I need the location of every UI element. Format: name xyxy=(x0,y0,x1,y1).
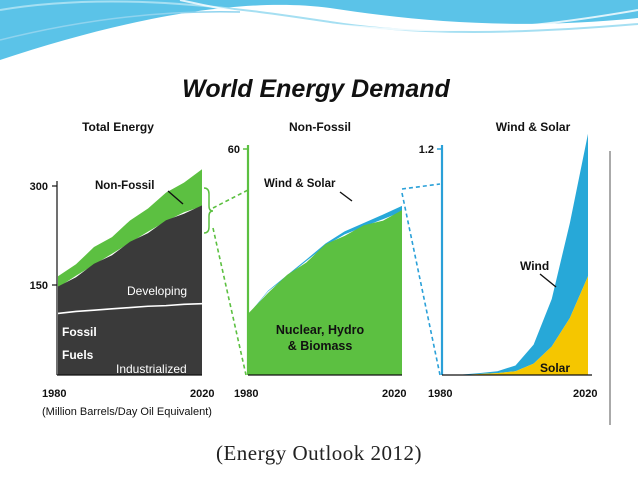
label-biomass: & Biomass xyxy=(288,339,353,353)
connector-top-2 xyxy=(401,183,441,190)
panel-title-non-fossil: Non-Fossil xyxy=(289,120,351,134)
source-caption: (Energy Outlook 2012) xyxy=(215,441,423,465)
connector-bottom-1 xyxy=(212,227,247,376)
label-nuclear-hydro: Nuclear, Hydro xyxy=(276,323,365,337)
label-fuels: Fuels xyxy=(62,348,94,362)
ytick-1-2: 1.2 xyxy=(419,144,434,156)
xtick-1980-non-fossil: 1980 xyxy=(234,388,258,400)
ytick-60: 60 xyxy=(228,144,240,156)
panel-title-wind-solar: Wind & Solar xyxy=(496,120,571,134)
area-wind-solar xyxy=(249,205,402,315)
panel-title-total-energy: Total Energy xyxy=(82,120,154,134)
xtick-2020-total: 2020 xyxy=(190,388,214,400)
pointer-wind xyxy=(539,273,557,288)
label-developing: Developing xyxy=(127,284,187,298)
ytick-150: 150 xyxy=(30,280,48,292)
bracket-non-fossil xyxy=(203,187,214,234)
slide-banner xyxy=(0,0,638,60)
pointer-wind-solar xyxy=(339,191,353,202)
pointer-non-fossil xyxy=(167,190,184,205)
label-industrialized: Industrialized xyxy=(116,362,187,376)
area-nuclear-hydro-biomass xyxy=(249,210,402,375)
area-fossil-fuels xyxy=(58,205,202,375)
ytick-300: 300 xyxy=(30,181,48,193)
xtick-1980-total: 1980 xyxy=(42,388,66,400)
panel-wind-solar: 1.2 1980 2020 Wind Solar xyxy=(419,133,597,400)
connector-top-1 xyxy=(212,189,249,209)
xtick-1980-wind-solar: 1980 xyxy=(428,388,452,400)
label-non-fossil: Non-Fossil xyxy=(95,180,154,192)
area-non-fossil xyxy=(58,169,202,288)
line-developing-industrialized-divider xyxy=(57,302,203,315)
label-wind-solar: Wind & Solar xyxy=(264,178,336,190)
connector-bottom-2 xyxy=(401,192,441,376)
area-wind xyxy=(443,133,588,375)
label-wind: Wind xyxy=(520,259,549,273)
label-fossil: Fossil xyxy=(62,325,97,339)
world-energy-demand-figure: World Energy Demand Total Energy Non-Fos… xyxy=(20,63,612,425)
panel-non-fossil: 60 1980 2020 Wind & Solar Nuclear, Hydro… xyxy=(228,144,407,400)
chart-title: World Energy Demand xyxy=(182,75,450,103)
xtick-2020-wind-solar: 2020 xyxy=(573,388,597,400)
label-solar: Solar xyxy=(540,361,570,375)
area-solar xyxy=(443,276,588,375)
xtick-2020-non-fossil: 2020 xyxy=(382,388,406,400)
x-axis-label: (Million Barrels/Day Oil Equivalent) xyxy=(42,406,212,418)
panel-total-energy: 300 150 1980 2020 (Million Barrels/Day O… xyxy=(30,169,214,418)
